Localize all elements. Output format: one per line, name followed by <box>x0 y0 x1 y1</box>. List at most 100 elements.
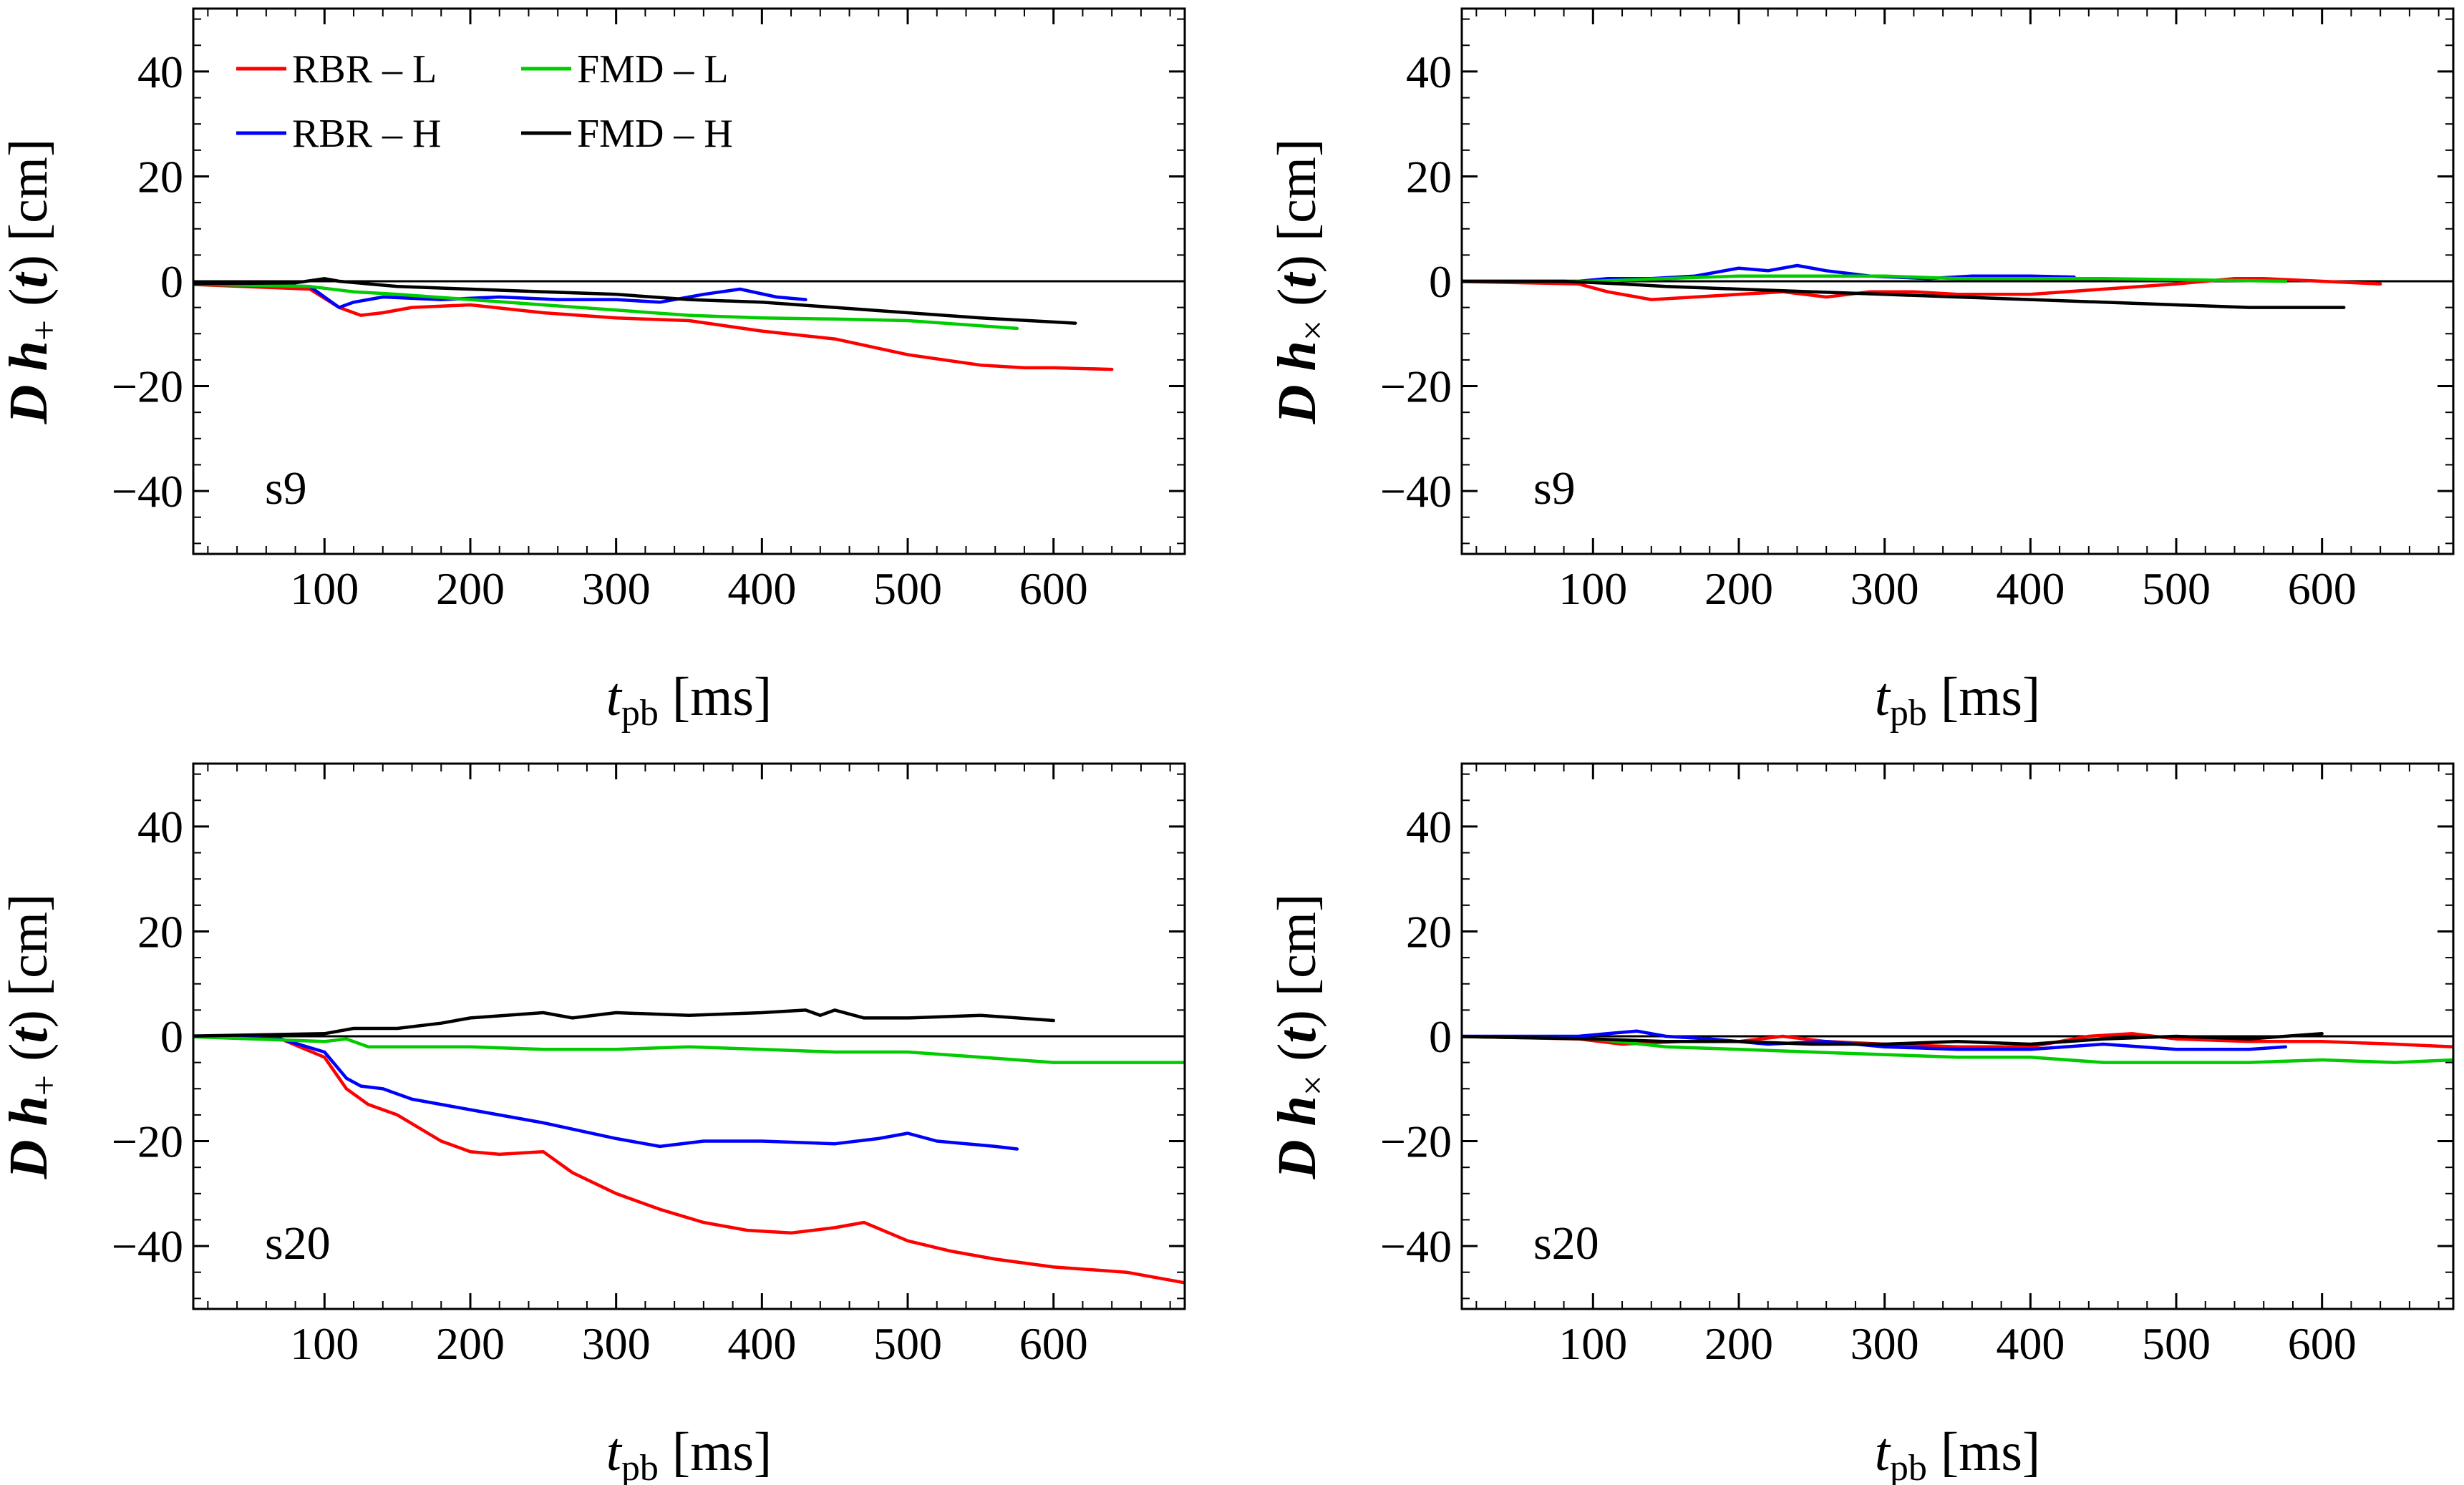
x-tick-label: 100 <box>290 563 359 614</box>
y-axis-title-sub: + <box>24 1075 65 1096</box>
legend-label: RBR – H <box>292 112 442 156</box>
x-tick-label: 500 <box>2142 1318 2211 1369</box>
series-line-fmd-l <box>193 1035 1185 1064</box>
x-tick-label: 400 <box>1996 563 2065 614</box>
y-tick-label: 20 <box>137 906 183 957</box>
y-axis-title: D h+ (t) [cm] <box>0 139 65 425</box>
y-axis-title-prefix: D h <box>0 341 59 424</box>
plot-frame <box>1460 7 2455 555</box>
x-tick-label: 200 <box>1704 563 1773 614</box>
x-axis-title-main: t <box>1875 1422 1891 1482</box>
series-line-fmd-h <box>193 1008 1055 1038</box>
y-tick-label: 40 <box>137 47 183 97</box>
x-tick-label: 400 <box>1996 1318 2065 1369</box>
y-tick-label: −20 <box>112 361 183 412</box>
x-axis-title-sub: pb <box>1890 1448 1927 1485</box>
x-tick-label: 100 <box>1558 563 1627 614</box>
y-axis-title-sub: × <box>1293 320 1334 341</box>
series-line-fmd-h <box>1462 279 2346 309</box>
series-line-fmd-h <box>1462 1032 2324 1046</box>
y-tick-label: −20 <box>1380 361 1452 412</box>
series-group <box>193 277 1114 371</box>
tick-marks <box>193 9 1185 554</box>
plot-frame <box>1460 762 2455 1310</box>
y-tick-label: 20 <box>1406 906 1452 957</box>
legend-item: RBR – H <box>236 112 442 156</box>
legend-item: RBR – L <box>236 47 437 92</box>
y-axis-title-unit: ) [cm] <box>0 894 59 1028</box>
x-axis-title: tpb [ms] <box>1875 1422 2040 1485</box>
y-tick-label: −40 <box>112 1221 183 1272</box>
series-line-rbr-l <box>193 283 1114 371</box>
legend-label: RBR – L <box>292 47 437 92</box>
y-axis-title-prefix: D h <box>0 1096 59 1179</box>
y-tick-label: −40 <box>112 466 183 517</box>
y-axis-title-paren: ( <box>0 288 59 320</box>
x-axis-title: tpb [ms] <box>1875 667 2040 734</box>
x-axis-title-unit: [ms] <box>1927 1422 2040 1482</box>
x-axis-title-sub: pb <box>621 1448 659 1485</box>
x-tick-label: 300 <box>582 1318 651 1369</box>
y-axis-title-prefix: D h <box>1267 1096 1327 1179</box>
legend-item: FMD – H <box>521 112 733 156</box>
y-axis-title-unit: ) [cm] <box>1267 139 1327 273</box>
x-tick-label: 400 <box>727 1318 796 1369</box>
x-axis-title-unit: [ms] <box>1927 667 2040 727</box>
y-axis-title: D h× (t) [cm] <box>1267 894 1334 1180</box>
y-tick-label: −40 <box>1380 1221 1452 1272</box>
x-axis-title: tpb [ms] <box>606 1422 772 1485</box>
plot-frame <box>192 7 1186 555</box>
y-tick-label: 40 <box>1406 47 1452 97</box>
y-tick-label: 0 <box>1429 1011 1452 1062</box>
y-axis-title-paren: ( <box>1267 1043 1327 1075</box>
x-tick-label: 500 <box>873 1318 942 1369</box>
y-axis-title-paren: ( <box>0 1043 59 1075</box>
y-tick-label: 20 <box>1406 151 1452 202</box>
series-line-fmd-h <box>193 277 1077 325</box>
y-axis-title-unit: ) [cm] <box>1267 894 1327 1028</box>
series-line-rbr-h <box>193 282 807 309</box>
y-tick-label: 0 <box>1429 256 1452 307</box>
x-tick-label: 100 <box>1558 1318 1627 1369</box>
panel-label: s9 <box>1533 462 1576 515</box>
series-line-fmd-l <box>193 282 1019 331</box>
x-tick-label: 500 <box>873 563 942 614</box>
series-line-rbr-h <box>193 1035 1019 1151</box>
y-axis-title-var: t <box>1267 271 1327 288</box>
y-axis-title: D h× (t) [cm] <box>1267 139 1334 425</box>
y-axis-title-var: t <box>0 271 59 288</box>
y-tick-label: 20 <box>137 151 183 202</box>
series-group <box>193 1008 1185 1285</box>
tick-marks <box>1462 9 2453 554</box>
series-group <box>1462 1029 2453 1064</box>
legend: RBR – L FMD – L RBR – H FMD – H <box>236 47 733 156</box>
x-tick-label: 600 <box>1019 563 1088 614</box>
x-axis-title-main: t <box>606 1422 623 1482</box>
x-tick-label: 200 <box>1704 1318 1773 1369</box>
series-line-fmd-l <box>1462 274 2288 283</box>
x-tick-label: 400 <box>727 563 796 614</box>
y-axis-title-paren: ( <box>1267 288 1327 320</box>
y-tick-label: 0 <box>160 256 183 307</box>
x-tick-label: 600 <box>2288 1318 2357 1369</box>
y-axis-title-prefix: D h <box>1267 341 1327 424</box>
x-axis-title-main: t <box>606 667 623 727</box>
series-group <box>1462 263 2382 309</box>
panel-label: s20 <box>265 1217 331 1270</box>
x-tick-label: 600 <box>1019 1318 1088 1369</box>
y-tick-label: 40 <box>1406 802 1452 852</box>
x-axis-title-sub: pb <box>621 693 659 734</box>
x-axis-title-unit: [ms] <box>659 667 772 727</box>
y-axis-title-sub: × <box>1293 1075 1334 1096</box>
x-axis-title-sub: pb <box>1890 693 1927 734</box>
y-tick-label: −20 <box>112 1116 183 1167</box>
x-tick-label: 300 <box>582 563 651 614</box>
y-tick-label: 40 <box>137 802 183 852</box>
x-tick-label: 200 <box>436 563 505 614</box>
series-line-rbr-l <box>1462 277 2382 301</box>
